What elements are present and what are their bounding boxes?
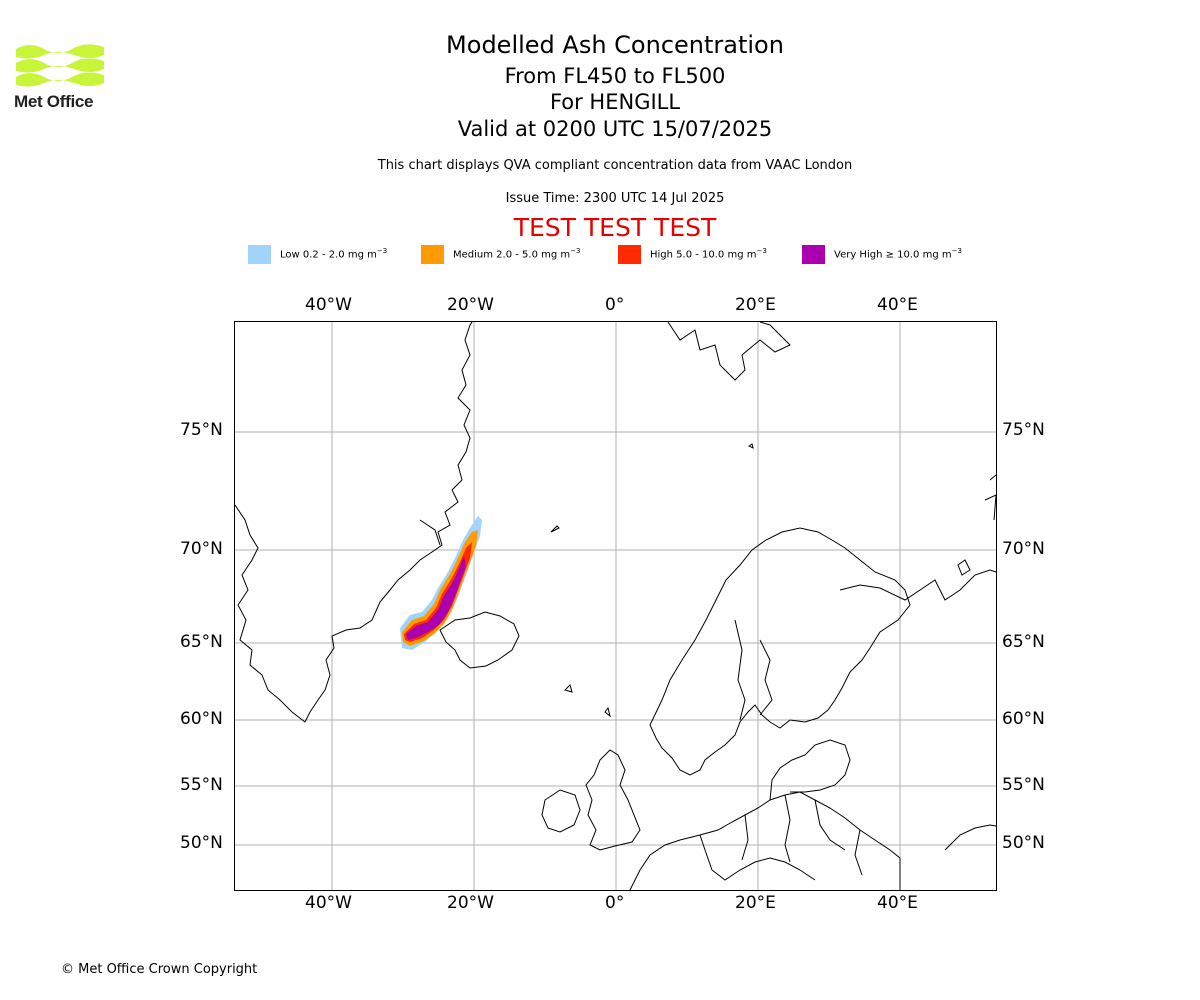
novaya-zemlya [984, 474, 997, 521]
norway-sweden-border [734, 619, 746, 721]
greenland-fjord [419, 519, 441, 546]
lon-tick-bottom-40e: 40°E [877, 893, 918, 913]
kola-coastline [839, 569, 997, 601]
europe-coastline [629, 791, 901, 891]
legend-item-medium: Medium 2.0 - 5.0 mg m−3 [421, 244, 580, 264]
baltic-coastline [769, 739, 851, 801]
legend-swatch-high [618, 244, 641, 264]
lon-tick-top-0: 0° [605, 295, 625, 315]
met-office-logo [16, 44, 104, 87]
met-office-logo-text: Met Office [14, 92, 94, 111]
lat-tick-right-55n: 55°N [1002, 775, 1045, 795]
lon-tick-top-20e: 20°E [735, 295, 776, 315]
plume-very-high [406, 556, 466, 640]
data-description: This chart displays QVA compliant concen… [377, 158, 853, 173]
map-frame [234, 321, 997, 891]
plume-low [400, 516, 482, 650]
svalbard-east [957, 559, 971, 576]
legend-swatch-low [248, 244, 271, 264]
volcano-name: For HENGILL [549, 90, 681, 114]
lat-tick-right-50n: 50°N [1002, 833, 1045, 853]
legend-item-low: Low 0.2 - 2.0 mg m−3 [248, 244, 387, 264]
lat-tick-left-65n: 65°N [180, 632, 223, 652]
legend-swatch-very-high [802, 244, 825, 264]
greenland-coastline [234, 321, 473, 723]
lon-tick-bottom-20w: 20°W [447, 893, 494, 913]
europe-east-coast [944, 824, 997, 851]
lat-tick-left-60n: 60°N [180, 709, 223, 729]
great-britain-coastline [585, 749, 641, 851]
plume-medium [402, 530, 478, 646]
legend-label-high: High 5.0 - 10.0 mg m [650, 249, 757, 261]
lon-tick-top-40w: 40°W [305, 295, 352, 315]
scandinavia-coastline [649, 527, 911, 776]
lon-tick-bottom-20e: 20°E [735, 893, 776, 913]
lat-tick-left-50n: 50°N [180, 833, 223, 853]
chart-title: Modelled Ash Concentration [446, 31, 784, 59]
valid-time: Valid at 0200 UTC 15/07/2025 [457, 117, 773, 141]
flight-level-range: From FL450 to FL500 [504, 64, 726, 88]
europe-borders [699, 794, 863, 881]
ireland-coastline [541, 789, 581, 833]
small-island [748, 443, 754, 449]
lat-tick-right-65n: 65°N [1002, 632, 1045, 652]
lon-tick-top-20w: 20°W [447, 295, 494, 315]
lat-tick-left-75n: 75°N [180, 420, 223, 440]
legend-label-very-high: Very High ≥ 10.0 mg m [834, 249, 952, 261]
lat-tick-right-60n: 60°N [1002, 709, 1045, 729]
iceland-coastline [439, 611, 520, 669]
sweden-finland-border [759, 639, 773, 716]
legend-swatch-medium [421, 244, 444, 264]
lon-tick-bottom-40w: 40°W [305, 893, 352, 913]
copyright-notice: © Met Office Crown Copyright [61, 962, 258, 977]
coastlines [234, 321, 997, 891]
legend-item-very-high: Very High ≥ 10.0 mg m−3 [802, 244, 962, 264]
legend-label-low: Low 0.2 - 2.0 mg m [280, 249, 377, 261]
lon-tick-bottom-0: 0° [605, 893, 625, 913]
lat-tick-left-55n: 55°N [180, 775, 223, 795]
lon-tick-top-40e: 40°E [877, 295, 918, 315]
graticule [235, 322, 996, 890]
faroe-islands [564, 684, 573, 693]
svalbard [667, 321, 791, 381]
lat-tick-left-70n: 70°N [180, 539, 223, 559]
jan-mayen [550, 525, 560, 533]
lat-tick-right-75n: 75°N [1002, 420, 1045, 440]
ash-plume [400, 516, 482, 650]
shetland [604, 706, 611, 718]
legend-item-high: High 5.0 - 10.0 mg m−3 [618, 244, 767, 264]
test-banner: TEST TEST TEST [513, 213, 717, 242]
legend-label-medium: Medium 2.0 - 5.0 mg m [453, 249, 571, 261]
issue-time: Issue Time: 2300 UTC 14 Jul 2025 [505, 191, 725, 206]
lat-tick-right-70n: 70°N [1002, 539, 1045, 559]
